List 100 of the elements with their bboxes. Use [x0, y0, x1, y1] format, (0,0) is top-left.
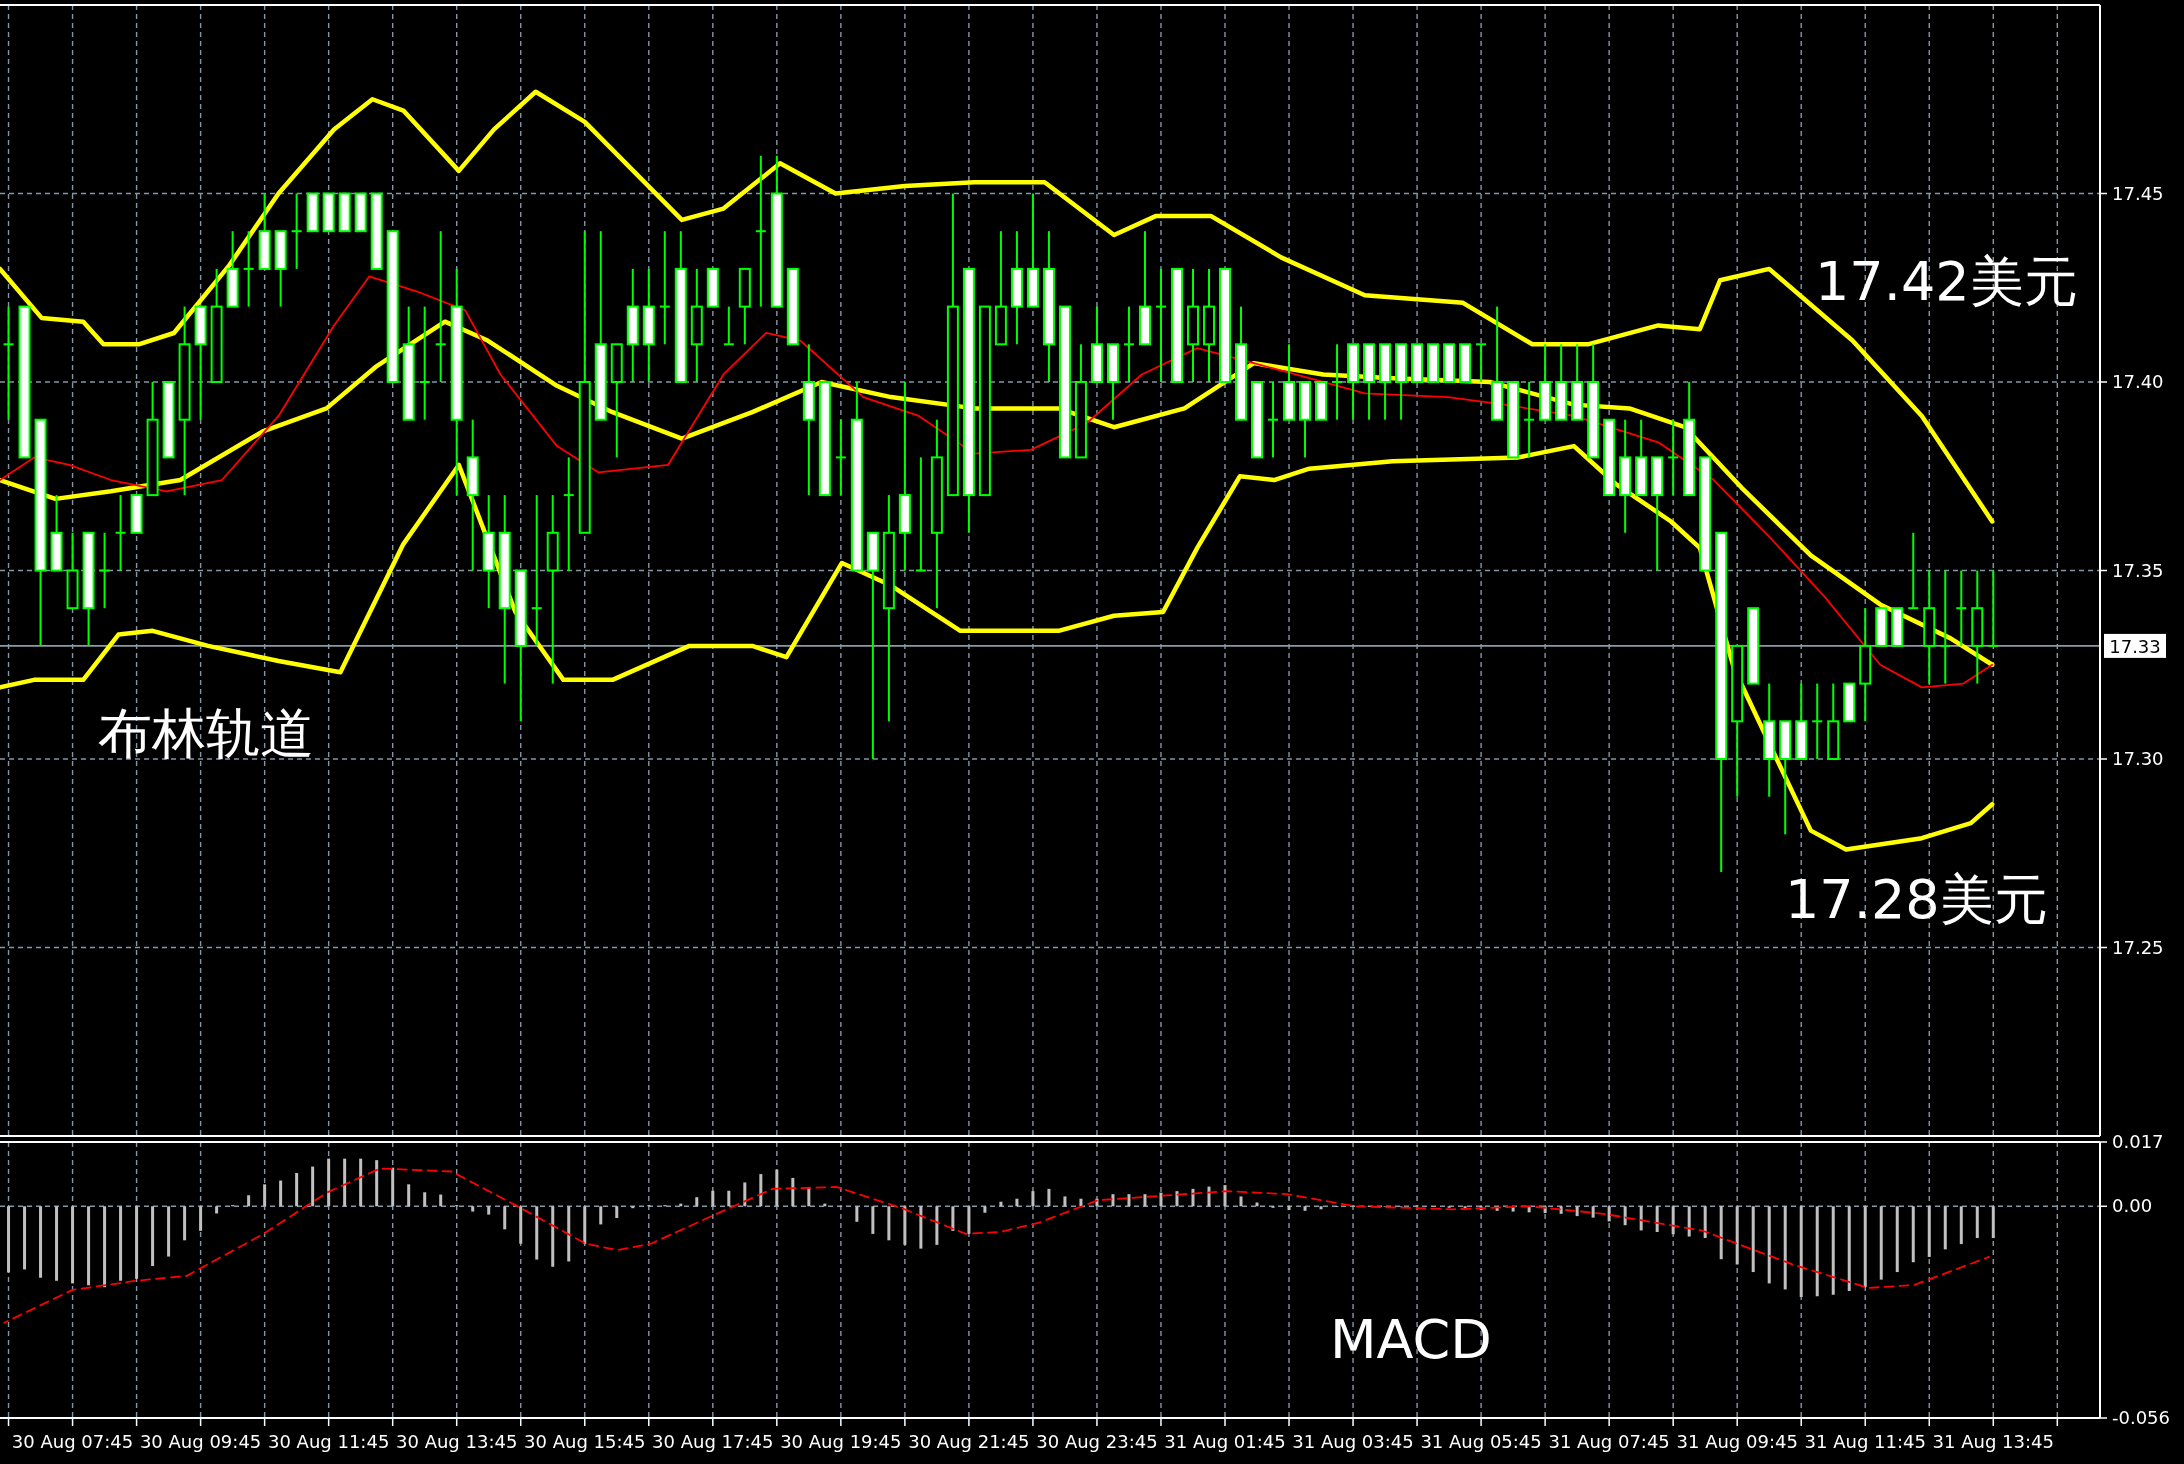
bar	[247, 1195, 251, 1207]
candlestick	[1122, 305, 1135, 383]
bar	[1175, 1191, 1179, 1207]
bar	[935, 1206, 939, 1245]
x-tick-label: 30 Aug 13:45	[396, 1431, 518, 1452]
bar	[407, 1184, 411, 1207]
y-tick-label: -0.056	[2112, 1407, 2171, 1428]
x-tick-label: 31 Aug 05:45	[1420, 1431, 1542, 1452]
bar	[183, 1206, 187, 1241]
bar	[1863, 1206, 1867, 1288]
bar	[135, 1206, 139, 1279]
bar	[503, 1206, 507, 1230]
bar	[519, 1206, 523, 1244]
bar	[1143, 1194, 1147, 1207]
bar	[1559, 1206, 1563, 1214]
bar	[1319, 1206, 1323, 1210]
bar	[1239, 1196, 1243, 1207]
x-tick-label: 31 Aug 07:45	[1548, 1431, 1670, 1452]
x-tick-label: 31 Aug 11:45	[1804, 1431, 1926, 1452]
bar	[1079, 1198, 1083, 1207]
candlestick	[290, 192, 303, 270]
y-tick-label: 17.25	[2112, 936, 2164, 958]
bar	[1831, 1206, 1835, 1295]
bar	[199, 1206, 203, 1231]
bar	[295, 1173, 299, 1207]
bar	[7, 1206, 11, 1273]
bar	[1671, 1206, 1675, 1235]
candlestick	[2, 305, 15, 421]
x-tick-label: 30 Aug 15:45	[524, 1431, 646, 1452]
x-tick-label: 31 Aug 03:45	[1292, 1431, 1414, 1452]
bar	[167, 1206, 171, 1257]
bar	[1303, 1206, 1307, 1211]
bar	[1287, 1206, 1291, 1211]
bar	[919, 1206, 923, 1249]
candlestick	[98, 531, 111, 610]
bar	[1975, 1206, 1979, 1239]
bar	[791, 1177, 795, 1207]
bar	[119, 1206, 123, 1281]
bar	[759, 1174, 763, 1207]
candlestick	[722, 305, 735, 346]
bar	[1031, 1191, 1035, 1207]
bar	[855, 1206, 859, 1222]
bar	[983, 1206, 987, 1213]
bar	[967, 1206, 971, 1234]
bar	[1127, 1194, 1131, 1207]
bar	[1767, 1206, 1771, 1284]
bar	[1159, 1192, 1163, 1207]
y-tick-label: 17.35	[2112, 559, 2164, 581]
bar	[1895, 1206, 1899, 1273]
bar	[151, 1206, 155, 1267]
candlestick	[530, 494, 543, 647]
candlestick	[834, 418, 847, 497]
bar	[1015, 1198, 1019, 1207]
x-tick-label: 30 Aug 17:45	[652, 1431, 774, 1452]
bar	[39, 1206, 43, 1278]
bar	[215, 1206, 219, 1214]
candlestick	[1939, 569, 1952, 685]
bar	[1751, 1206, 1755, 1273]
bar	[1703, 1206, 1707, 1239]
candlestick	[1331, 343, 1344, 421]
bar	[439, 1194, 443, 1207]
bar	[1815, 1206, 1819, 1297]
candlestick	[562, 456, 575, 572]
bar	[487, 1206, 491, 1215]
bar	[1623, 1206, 1627, 1226]
candlestick	[1955, 569, 1968, 647]
bar	[1735, 1206, 1739, 1265]
y-tick-label: 0.017	[2112, 1131, 2164, 1152]
bar	[567, 1206, 571, 1262]
x-tick-label: 30 Aug 07:45	[11, 1431, 134, 1452]
bar	[1575, 1206, 1579, 1217]
bar	[1719, 1206, 1723, 1260]
x-tick-label: 30 Aug 21:45	[908, 1431, 1030, 1452]
bar	[103, 1206, 107, 1288]
candlestick	[1523, 381, 1536, 459]
bar	[1847, 1206, 1851, 1291]
bar	[903, 1206, 907, 1245]
y-tick-label: 17.45	[2112, 182, 2164, 204]
candlestick	[914, 456, 927, 572]
candlestick	[1475, 343, 1488, 383]
ref-line-label: 17.33	[2109, 635, 2161, 657]
bar	[327, 1158, 331, 1207]
candlestick	[1987, 569, 2000, 647]
bar	[1991, 1206, 1995, 1239]
bar	[71, 1206, 75, 1284]
bar	[583, 1206, 587, 1244]
bar	[1799, 1206, 1803, 1298]
bar	[471, 1206, 475, 1212]
bar	[1879, 1206, 1883, 1280]
bar	[55, 1206, 59, 1281]
candlestick	[418, 305, 431, 421]
bar	[1591, 1206, 1595, 1218]
annotation: 17.28美元	[1785, 868, 2048, 931]
bar	[375, 1160, 379, 1207]
candlestick	[1811, 682, 1824, 760]
bar	[1255, 1202, 1259, 1207]
bar	[263, 1184, 267, 1207]
bar	[775, 1169, 779, 1207]
bar	[279, 1180, 283, 1207]
bar	[727, 1190, 731, 1207]
